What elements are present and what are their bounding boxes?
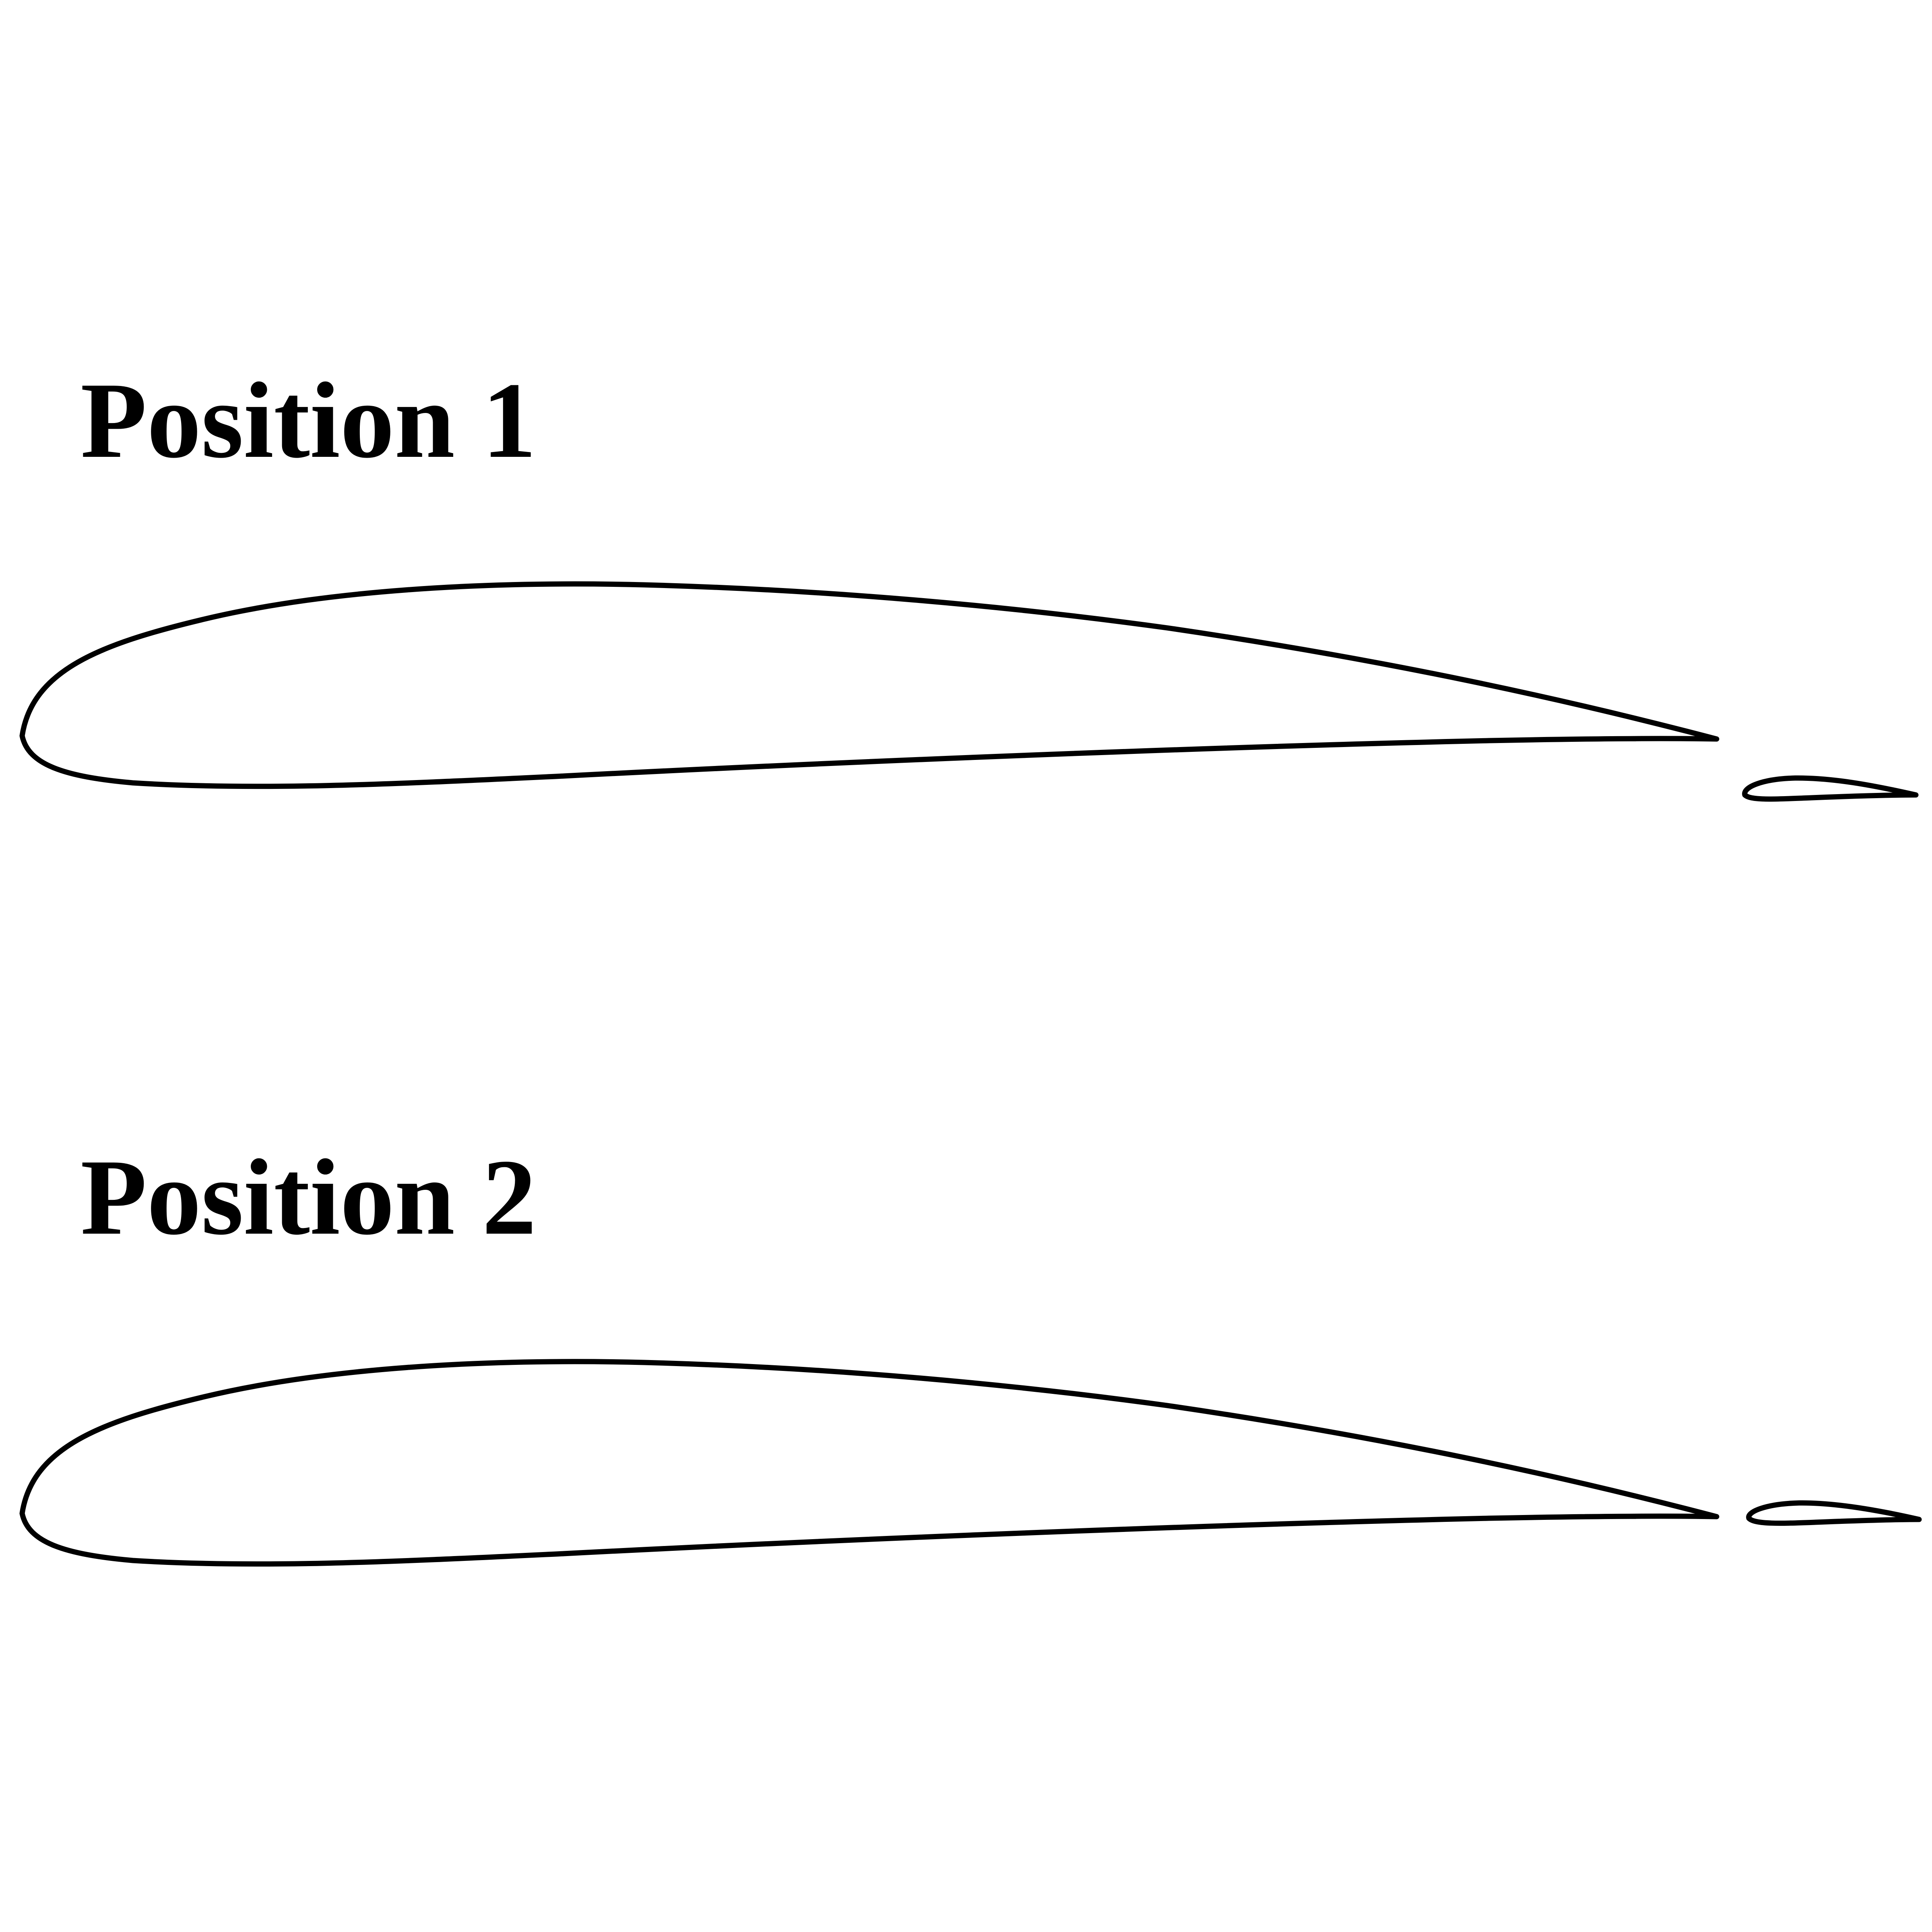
panel-position-2: Position 2 [19,1137,1922,1567]
flap-airfoil-position-1 [1742,775,1919,802]
flap-airfoil-position-2 [1746,1500,1922,1526]
main-airfoil-position-1 [19,581,1719,789]
panel-position-1: Position 1 [19,360,1919,802]
panel-title-position-2: Position 2 [80,1137,537,1257]
main-airfoil-position-2 [19,1359,1719,1567]
panel-title-position-1: Position 1 [80,360,537,481]
